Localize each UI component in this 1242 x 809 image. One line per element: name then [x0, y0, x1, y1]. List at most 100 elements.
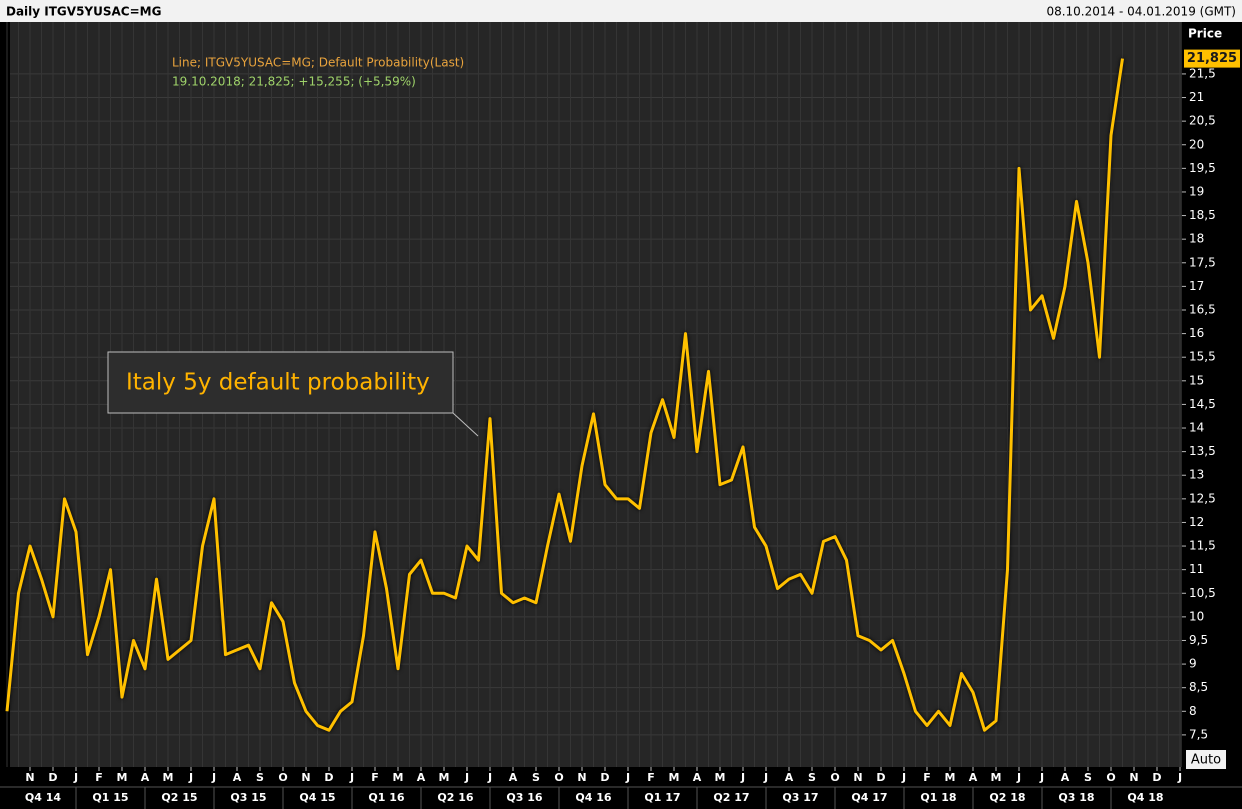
x-tick-label: J: [1177, 771, 1182, 784]
quarter-label: Q1 15: [92, 791, 128, 804]
x-tick-label: D: [324, 771, 333, 784]
x-tick-label: F: [647, 771, 655, 784]
y-tick-label: 15: [1189, 373, 1204, 387]
y-tick-label: 17,5: [1189, 255, 1216, 269]
x-tick-label: J: [487, 771, 492, 784]
x-tick-label: S: [1084, 771, 1092, 784]
last-value-box: [1184, 49, 1240, 68]
y-tick-label: 11: [1189, 562, 1204, 576]
scale-mode-button[interactable]: [1186, 750, 1226, 769]
x-tick-label: J: [1016, 771, 1021, 784]
x-tick-label: D: [1152, 771, 1161, 784]
x-tick-label: O: [554, 771, 563, 784]
x-tick-label: O: [830, 771, 839, 784]
quarter-label: Q1 18: [920, 791, 956, 804]
y-tick-label: 16,5: [1189, 302, 1216, 316]
y-tick-label: 18: [1189, 232, 1204, 246]
x-tick-label: J: [464, 771, 469, 784]
y-tick-label: 18,5: [1189, 208, 1216, 222]
header-bar: [0, 0, 1242, 22]
x-tick-label: S: [532, 771, 540, 784]
y-tick-label: 16: [1189, 326, 1204, 340]
y-tick-label: 8,5: [1189, 680, 1208, 694]
quarter-label: Q3 17: [782, 791, 818, 804]
x-tick-label: J: [763, 771, 768, 784]
quarter-label: Q4 14: [25, 791, 61, 804]
x-tick-label: M: [393, 771, 404, 784]
y-tick-label: 21: [1189, 90, 1204, 104]
x-tick-label: D: [48, 771, 57, 784]
y-tick-label: 9: [1189, 657, 1197, 671]
annotation-pointer: [452, 412, 479, 437]
y-tick-label: 14: [1189, 421, 1204, 435]
x-tick-label: N: [301, 771, 310, 784]
x-tick-label: A: [509, 771, 518, 784]
y-tick-label: 9,5: [1189, 633, 1208, 647]
y-axis-label: Price: [1188, 27, 1222, 41]
x-tick-label: A: [785, 771, 794, 784]
quarter-label: Q3 15: [230, 791, 266, 804]
price-line: [5, 58, 1124, 732]
x-tick-label: N: [1129, 771, 1138, 784]
last-value-label: 21,825: [1187, 51, 1237, 66]
x-tick-label: F: [95, 771, 103, 784]
quarter-label: Q2 16: [437, 791, 473, 804]
x-tick-label: A: [233, 771, 242, 784]
y-tick-label: 20: [1189, 137, 1204, 151]
x-tick-label: F: [923, 771, 931, 784]
y-tick-label: 14,5: [1189, 397, 1216, 411]
quarter-label: Q4 18: [1127, 791, 1163, 804]
quarter-label: Q1 17: [644, 791, 680, 804]
y-tick-label: 12,5: [1189, 491, 1216, 505]
y-tick-label: 21,5: [1189, 66, 1216, 80]
chart-title: Daily ITGV5YUSAC=MG: [6, 5, 161, 19]
x-tick-label: A: [969, 771, 978, 784]
scale-mode[interactable]: Auto: [1191, 753, 1221, 768]
x-tick-label: J: [349, 771, 354, 784]
y-tick-label: 19,5: [1189, 161, 1216, 175]
x-tick-label: J: [901, 771, 906, 784]
x-tick-label: N: [25, 771, 34, 784]
y-tick-label: 19: [1189, 184, 1204, 198]
x-tick-label: J: [740, 771, 745, 784]
quarter-label: Q2 17: [713, 791, 749, 804]
y-tick-label: 8: [1189, 704, 1197, 718]
quarter-label: Q2 18: [989, 791, 1025, 804]
quarter-label: Q4 16: [575, 791, 611, 804]
x-tick-label: J: [211, 771, 216, 784]
x-tick-label: A: [693, 771, 702, 784]
x-tick-label: M: [945, 771, 956, 784]
x-tick-label: F: [371, 771, 379, 784]
x-tick-label: A: [417, 771, 426, 784]
x-tick-label: M: [163, 771, 174, 784]
x-tick-label: M: [669, 771, 680, 784]
x-tick-label: J: [625, 771, 630, 784]
x-tick-label: O: [1106, 771, 1115, 784]
annotation-box: [107, 351, 454, 414]
legend-title: Line; ITGV5YUSAC=MG; Default Probability…: [172, 56, 464, 70]
y-tick-label: 15,5: [1189, 350, 1216, 364]
date-range: 08.10.2014 - 04.01.2019 (GMT): [1046, 5, 1236, 19]
y-tick-label: 17: [1189, 279, 1204, 293]
x-tick-label: O: [278, 771, 287, 784]
y-tick-label: 20,5: [1189, 114, 1216, 128]
x-tick-label: J: [188, 771, 193, 784]
x-tick-label: M: [715, 771, 726, 784]
x-tick-label: S: [808, 771, 816, 784]
x-tick-label: A: [141, 771, 150, 784]
x-tick-label: D: [876, 771, 885, 784]
x-tick-label: S: [256, 771, 264, 784]
annotation: Italy 5y default probability: [126, 370, 430, 396]
y-tick-label: 11,5: [1189, 539, 1216, 553]
quarter-label: Q4 17: [851, 791, 887, 804]
quarter-label: Q2 15: [161, 791, 197, 804]
y-tick-label: 10,5: [1189, 586, 1216, 600]
x-tick-label: D: [600, 771, 609, 784]
y-tick-label: 10: [1189, 609, 1204, 623]
x-tick-label: J: [73, 771, 78, 784]
x-tick-label: N: [853, 771, 862, 784]
y-tick-label: 13: [1189, 468, 1204, 482]
x-tick-label: A: [1061, 771, 1070, 784]
x-tick-label: J: [1039, 771, 1044, 784]
